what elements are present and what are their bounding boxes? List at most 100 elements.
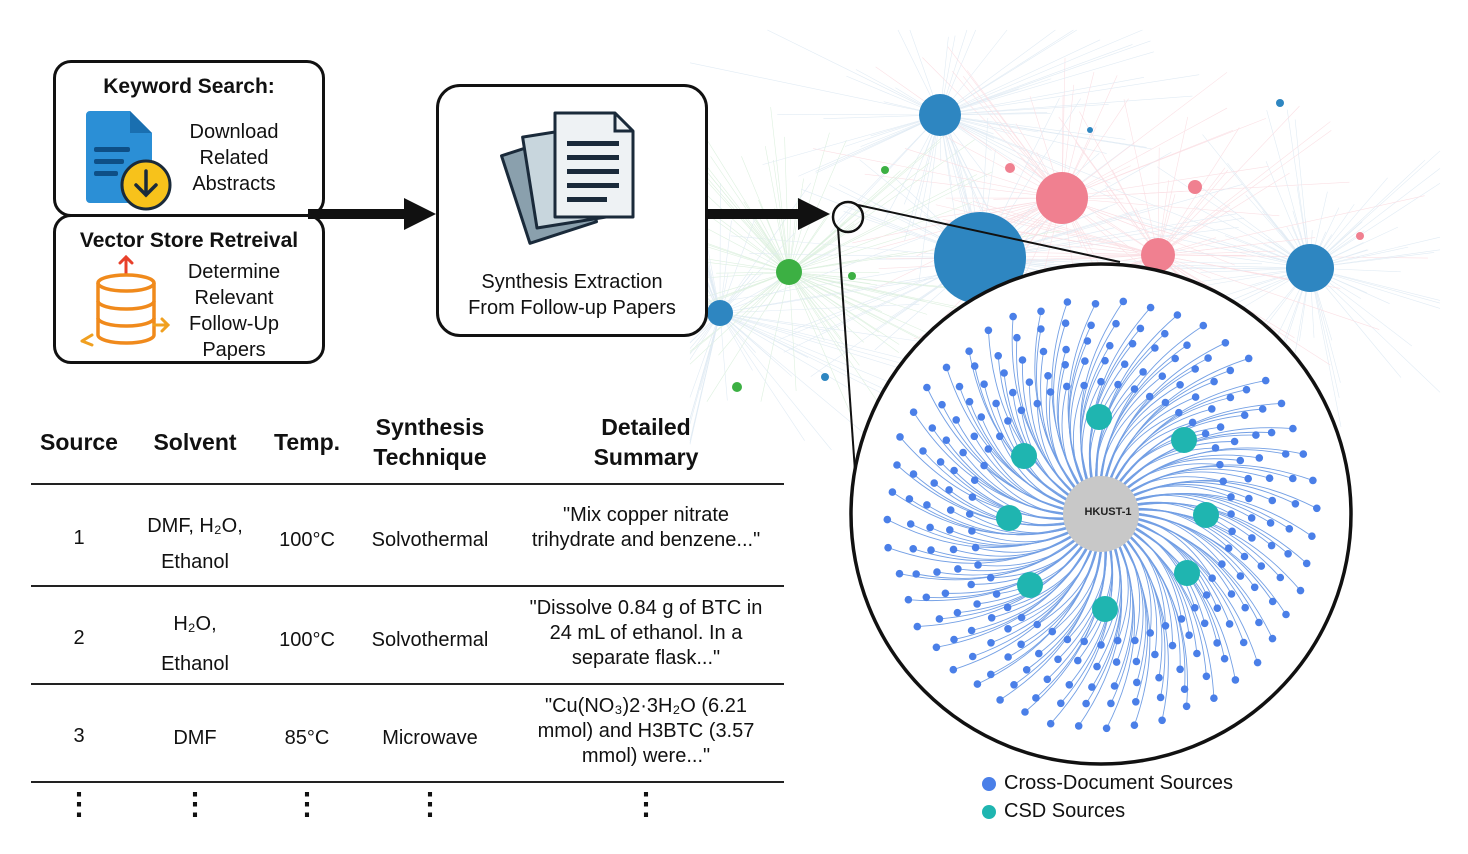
network-edge [939, 51, 1154, 116]
network-edge [788, 271, 849, 364]
network-edge [939, 114, 1070, 170]
cross-document-node [912, 570, 920, 578]
cross-document-node [1046, 388, 1055, 396]
cross-document-node [1017, 613, 1026, 622]
cell-temp: 85°C [284, 727, 330, 749]
cross-document-node [950, 635, 958, 644]
network-edge [1061, 197, 1280, 217]
network-edge [1004, 228, 1159, 256]
network-edge [760, 271, 790, 402]
network-edge [1286, 109, 1311, 269]
cross-document-node [1250, 583, 1259, 592]
cross-document-node [1199, 321, 1208, 330]
network-edge [788, 170, 901, 273]
cross-document-node [959, 448, 967, 457]
network-edge [689, 312, 721, 424]
network-edge [939, 114, 1107, 154]
cross-document-node [1226, 393, 1235, 402]
cross-document-node [1308, 532, 1316, 540]
network-edge [700, 312, 721, 391]
network-edge [788, 271, 860, 366]
cross-document-node [1022, 666, 1031, 674]
cross-document-node [923, 501, 931, 509]
cross-document-node [1258, 405, 1267, 413]
cross-document-node [1296, 586, 1305, 595]
cross-document-node [1032, 694, 1040, 702]
ellipsis-summary: ⋮ [631, 788, 661, 821]
network-edge [904, 148, 1063, 199]
cross-document-node [953, 608, 962, 617]
cross-document-node [933, 568, 941, 576]
network-edge [939, 114, 1147, 148]
cross-document-node [1130, 721, 1139, 729]
network-edge [689, 312, 721, 445]
cross-document-node [1253, 658, 1262, 667]
network-edge [719, 312, 925, 365]
network-edge [1157, 121, 1331, 256]
cross-document-node [954, 565, 962, 573]
csd-node [1174, 560, 1200, 586]
cross-document-node [1267, 428, 1276, 437]
cross-document-node [949, 545, 958, 554]
network-edge [719, 312, 902, 364]
network-edge [788, 129, 951, 273]
cross-document-node [1018, 356, 1027, 364]
cross-document-node [1313, 504, 1321, 513]
cross-document-node [984, 326, 993, 335]
cross-document-node [1216, 423, 1225, 431]
network-edge [1125, 212, 1311, 269]
cross-document-node [1289, 474, 1297, 483]
cross-document-node [1225, 620, 1234, 628]
cross-document-node [938, 400, 946, 409]
cross-document-node [1063, 298, 1072, 306]
network-node [1087, 127, 1093, 133]
cross-document-node [1093, 662, 1101, 671]
network-edge [918, 114, 941, 281]
cell-temp: 100°C [279, 529, 335, 551]
cross-document-node [1003, 603, 1012, 612]
cross-document-node [1054, 655, 1062, 664]
cross-document-node [1202, 672, 1211, 681]
network-edge [788, 271, 925, 302]
network-edge [1061, 181, 1350, 199]
network-edge [1157, 167, 1226, 256]
network-node [776, 259, 802, 285]
network-edge [788, 178, 804, 273]
network-edge [788, 271, 943, 352]
legend-cross-document-label: Cross-Document Sources [1004, 772, 1233, 794]
keyword-line: Related [199, 147, 269, 169]
network-edge [788, 271, 898, 298]
cross-document-node [1106, 341, 1114, 350]
cross-document-node [1221, 339, 1230, 347]
cross-document-node [965, 510, 974, 518]
cross-document-node [950, 466, 958, 475]
cross-document-node [1191, 393, 1200, 401]
network-edge [788, 174, 977, 273]
network-edge [788, 234, 911, 273]
network-edge [1147, 245, 1311, 269]
cross-document-node [1208, 574, 1216, 582]
csd-node [1193, 502, 1219, 528]
keyword-search-text: Download Related Abstracts [174, 119, 294, 197]
network-node [821, 373, 829, 381]
cross-document-node [1009, 312, 1017, 321]
cross-document-node [946, 526, 954, 534]
network-node [1286, 244, 1334, 292]
network-edge [1123, 99, 1159, 256]
cross-document-node [1239, 638, 1248, 647]
cross-document-node [1213, 639, 1221, 647]
network-edge [1157, 105, 1300, 256]
csd-node [1017, 572, 1043, 598]
cross-document-node [1146, 629, 1154, 637]
cross-document-node [1033, 620, 1041, 629]
network-edge [788, 271, 879, 333]
cross-document-node [968, 652, 977, 661]
cross-document-node [1132, 657, 1141, 666]
cross-document-node [1057, 699, 1065, 708]
network-edge [1061, 197, 1235, 266]
network-edge [788, 132, 830, 273]
cross-document-node [1219, 477, 1227, 486]
cross-document-node [992, 399, 1000, 408]
network-edge [719, 220, 732, 314]
